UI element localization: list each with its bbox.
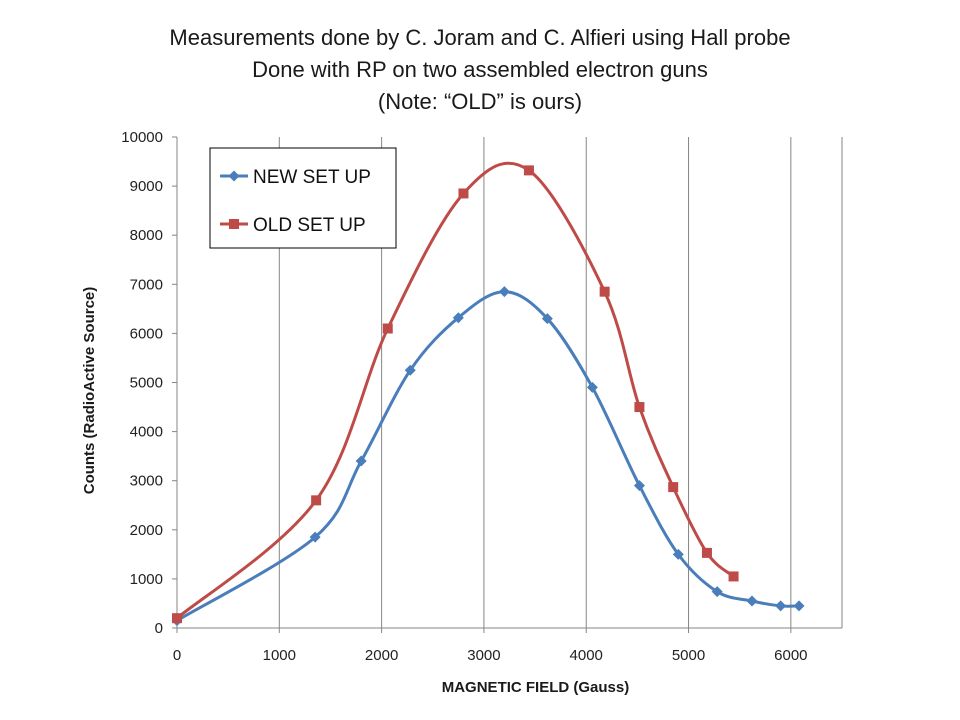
series	[171, 161, 805, 627]
series-old-set-up	[172, 161, 739, 624]
data-point-new-set-up	[746, 595, 758, 607]
y-tick-label: 4000	[130, 424, 163, 441]
x-axis-title: MAGNETIC FIELD (Gauss)	[442, 679, 630, 696]
x-tick-label: 5000	[672, 647, 705, 664]
x-tick-label: 2000	[365, 647, 398, 664]
x-tick-label: 6000	[774, 647, 807, 664]
y-tick-label: 0	[155, 620, 163, 637]
chart-title-line-2: Done with RP on two assembled electron g…	[252, 57, 708, 82]
data-point-old-set-up	[458, 188, 469, 199]
y-tick-label: 6000	[130, 325, 163, 342]
y-tick-label: 10000	[121, 129, 163, 146]
data-point-new-set-up	[404, 364, 416, 376]
legend-label: NEW SET UP	[253, 167, 371, 188]
x-tick-label: 4000	[570, 647, 603, 664]
data-point-new-set-up	[452, 312, 464, 324]
y-tick-label: 1000	[130, 571, 163, 588]
chart-title: Measurements done by C. Joram and C. Alf…	[0, 22, 960, 118]
y-axis-title: Counts (RadioActive Source)	[81, 287, 98, 495]
y-tick-label: 8000	[130, 227, 163, 244]
data-point-new-set-up	[711, 586, 723, 598]
data-point-old-set-up	[172, 613, 182, 624]
data-point-new-set-up	[541, 313, 553, 325]
data-point-new-set-up	[775, 600, 787, 612]
data-point-new-set-up	[793, 600, 805, 612]
data-point-old-set-up	[668, 482, 679, 493]
legend-item-old-set-up: OLD SET UP	[220, 215, 366, 236]
legend-box	[209, 147, 397, 249]
legend-swatch-marker	[228, 170, 240, 182]
data-point-new-set-up	[498, 286, 510, 298]
data-point-old-set-up	[311, 495, 322, 506]
y-tick-label: 3000	[130, 473, 163, 490]
x-tick-label: 1000	[263, 647, 296, 664]
data-point-old-set-up	[382, 323, 393, 334]
y-tick-label: 9000	[130, 178, 163, 195]
y-tick-label: 7000	[130, 276, 163, 293]
data-point-new-set-up	[633, 480, 645, 492]
data-point-old-set-up	[599, 286, 610, 297]
data-point-new-set-up	[309, 531, 321, 543]
data-point-new-set-up	[672, 548, 684, 560]
data-point-old-set-up	[728, 571, 739, 582]
series-new-set-up	[171, 286, 805, 627]
x-tick-label: 3000	[467, 647, 500, 664]
legend: NEW SET UP OLD SET UP	[209, 147, 397, 249]
axes	[172, 136, 842, 633]
chart-title-line-1: Measurements done by C. Joram and C. Alf…	[169, 25, 791, 50]
legend-item-new-set-up: NEW SET UP	[220, 167, 371, 188]
data-point-old-set-up	[701, 547, 712, 558]
legend-swatch-marker	[229, 219, 239, 229]
series-line-new-set-up	[176, 290, 800, 622]
data-point-old-set-up	[523, 165, 534, 176]
data-point-old-set-up	[634, 402, 645, 413]
tick-labels: 0 1000 2000 3000 4000 5000 6000 0 1000 2000 3000 40…	[121, 129, 807, 664]
y-tick-label: 2000	[130, 522, 163, 539]
data-point-new-set-up	[355, 455, 367, 467]
chart-title-line-3: (Note: “OLD” is ours)	[377, 89, 583, 114]
data-point-new-set-up	[586, 381, 598, 393]
x-tick-label: 0	[173, 647, 181, 664]
y-tick-label: 5000	[130, 375, 163, 392]
legend-label: OLD SET UP	[253, 215, 366, 236]
